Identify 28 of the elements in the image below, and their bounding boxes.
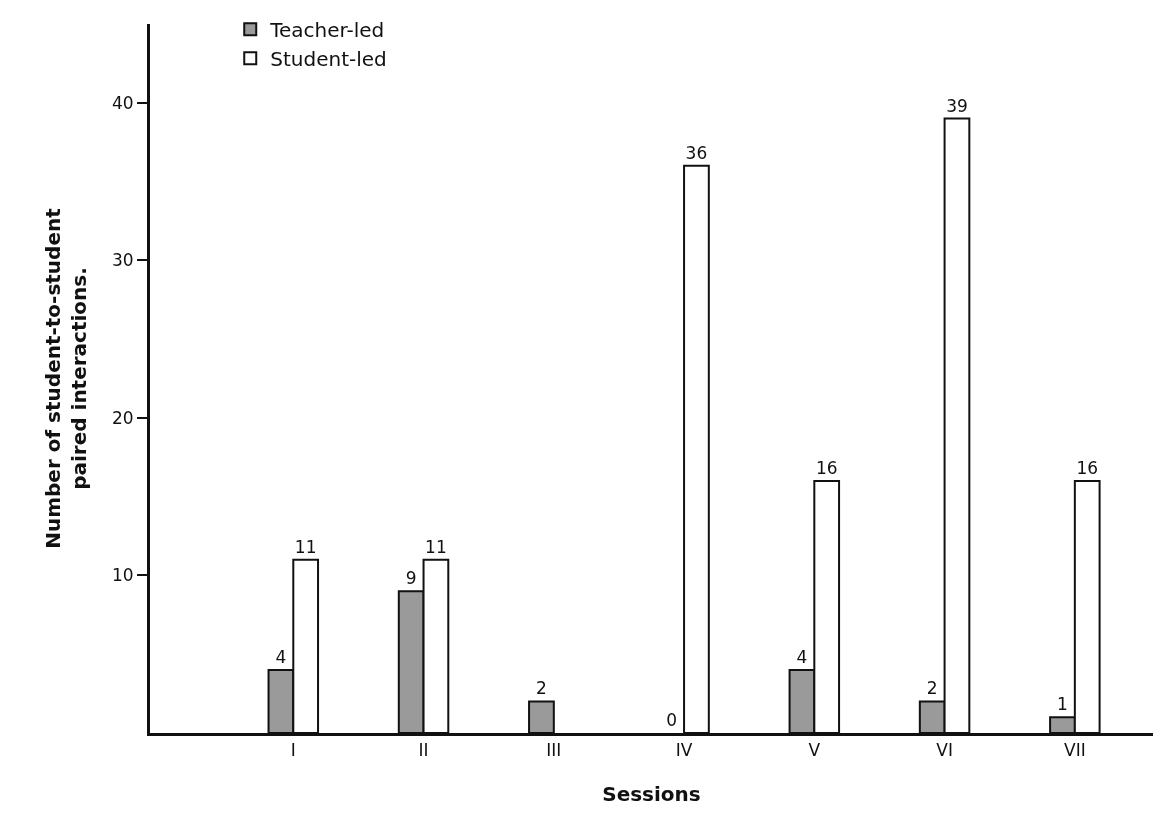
data-label: 1: [1057, 694, 1068, 715]
data-label: 16: [815, 457, 838, 478]
x-tick-label: I: [290, 740, 296, 761]
y-tick-label: 30: [111, 250, 134, 271]
x-tick-label: IV: [675, 740, 693, 761]
data-label: 11: [294, 536, 317, 557]
y-tick-label: 10: [111, 565, 134, 586]
data-label: 4: [275, 646, 287, 667]
x-tick-label: II: [418, 740, 429, 761]
legend-label: Student-led: [270, 47, 387, 72]
y-tick-label: 40: [111, 92, 134, 113]
data-label: 2: [536, 678, 547, 699]
x-tick-label: V: [808, 740, 821, 761]
y-tick-label: 20: [111, 407, 134, 428]
x-tick-label: III: [546, 740, 562, 761]
data-label: 16: [1076, 457, 1099, 478]
data-label: 4: [796, 646, 808, 667]
x-tick-label: VII: [1064, 740, 1086, 761]
data-label: 11: [425, 536, 447, 557]
data-label: 2: [926, 678, 938, 699]
data-label: 0: [666, 710, 678, 730]
y-axis-title: Number of student-to-student paired interactions.: [41, 207, 92, 549]
data-label: 39: [946, 95, 968, 116]
legend-label: Teacher-led: [269, 18, 385, 43]
x-tick-label: VI: [936, 740, 953, 761]
data-label: 9: [405, 568, 417, 589]
x-axis-title: Sessions: [602, 781, 701, 806]
data-label: 36: [685, 142, 708, 163]
